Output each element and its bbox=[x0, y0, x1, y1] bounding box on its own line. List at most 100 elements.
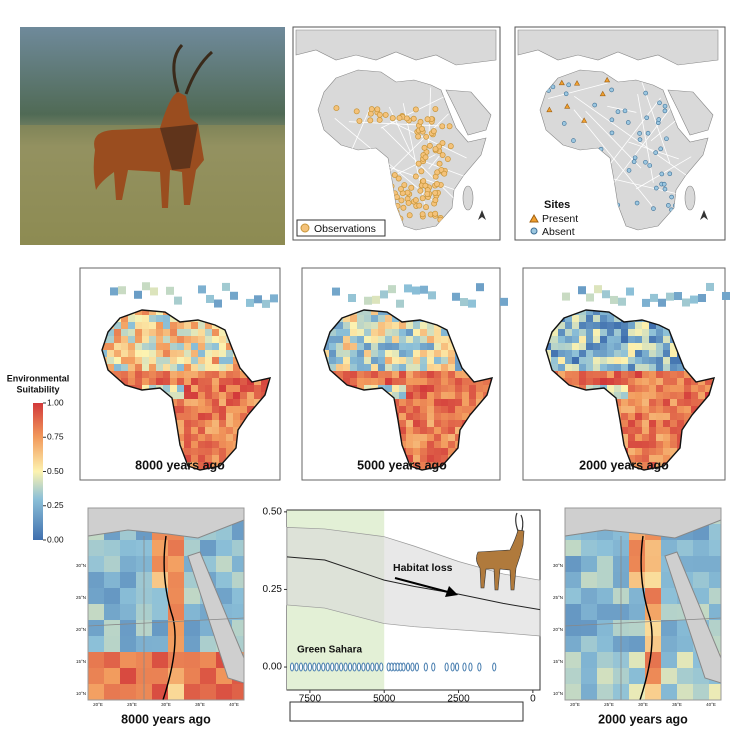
cell bbox=[226, 343, 233, 350]
cell bbox=[455, 371, 462, 378]
cell bbox=[661, 588, 677, 604]
cell bbox=[170, 329, 177, 336]
cell bbox=[357, 378, 364, 385]
cell bbox=[656, 427, 663, 434]
cell bbox=[233, 420, 240, 427]
observation bbox=[405, 200, 412, 206]
cell bbox=[120, 572, 136, 588]
cell bbox=[212, 420, 219, 427]
cell bbox=[230, 291, 238, 300]
cell bbox=[597, 652, 613, 668]
cell bbox=[572, 357, 579, 364]
cell bbox=[658, 298, 666, 307]
cell bbox=[226, 413, 233, 420]
cell bbox=[149, 378, 156, 385]
cell bbox=[682, 298, 690, 307]
observation bbox=[397, 186, 404, 192]
cell bbox=[184, 604, 200, 620]
cell bbox=[156, 371, 163, 378]
cell bbox=[600, 350, 607, 357]
cell bbox=[448, 441, 455, 448]
cell bbox=[128, 329, 135, 336]
cell bbox=[226, 420, 233, 427]
cell bbox=[152, 668, 168, 684]
cell bbox=[163, 385, 170, 392]
cell bbox=[621, 322, 628, 329]
cell bbox=[677, 399, 684, 406]
cell bbox=[104, 652, 120, 668]
cell bbox=[247, 378, 254, 385]
cell bbox=[642, 329, 649, 336]
occurrence bbox=[414, 662, 420, 672]
cell bbox=[371, 329, 378, 336]
cell bbox=[371, 336, 378, 343]
cell bbox=[649, 364, 656, 371]
cell bbox=[628, 413, 635, 420]
observation bbox=[408, 184, 415, 191]
cell bbox=[448, 357, 455, 364]
observation bbox=[426, 142, 433, 149]
cell bbox=[219, 392, 226, 399]
cell bbox=[343, 357, 350, 364]
cell bbox=[706, 282, 714, 291]
cell bbox=[420, 441, 427, 448]
cell bbox=[441, 406, 448, 413]
cell bbox=[656, 371, 663, 378]
cell bbox=[350, 336, 357, 343]
cell bbox=[205, 329, 212, 336]
cell bbox=[134, 290, 142, 299]
cell bbox=[149, 329, 156, 336]
cell bbox=[364, 296, 372, 305]
border bbox=[548, 82, 608, 99]
cell bbox=[177, 336, 184, 343]
cell bbox=[191, 322, 198, 329]
observation bbox=[367, 117, 374, 124]
cell bbox=[205, 378, 212, 385]
line bbox=[286, 556, 541, 611]
caption: 2000 years ago bbox=[598, 712, 688, 726]
cell bbox=[163, 357, 170, 364]
cell bbox=[200, 652, 216, 668]
cell bbox=[670, 371, 677, 378]
cell bbox=[420, 322, 427, 329]
cell bbox=[663, 357, 670, 364]
cell bbox=[135, 364, 142, 371]
cell bbox=[420, 350, 427, 357]
cell bbox=[216, 556, 232, 572]
cell bbox=[670, 378, 677, 385]
cell bbox=[168, 652, 184, 668]
cell bbox=[329, 357, 336, 364]
cell bbox=[336, 350, 343, 357]
occurrence bbox=[454, 662, 460, 672]
cell bbox=[88, 540, 104, 556]
cell bbox=[722, 291, 730, 300]
cell bbox=[392, 392, 399, 399]
cell bbox=[448, 427, 455, 434]
cell bbox=[254, 392, 261, 399]
cell bbox=[656, 462, 663, 469]
cell bbox=[586, 322, 593, 329]
cell bbox=[597, 668, 613, 684]
cell bbox=[593, 343, 600, 350]
cell bbox=[677, 668, 693, 684]
observation bbox=[410, 115, 417, 122]
cell bbox=[114, 350, 121, 357]
cell bbox=[628, 420, 635, 427]
cell bbox=[371, 378, 378, 385]
cell bbox=[200, 668, 216, 684]
cell bbox=[163, 329, 170, 336]
cell bbox=[240, 378, 247, 385]
cell bbox=[441, 399, 448, 406]
cell bbox=[104, 684, 120, 700]
cell bbox=[642, 336, 649, 343]
cell bbox=[593, 322, 600, 329]
cell bbox=[579, 336, 586, 343]
cell bbox=[240, 371, 247, 378]
cell bbox=[128, 364, 135, 371]
site-absent bbox=[662, 108, 668, 114]
cell bbox=[247, 399, 254, 406]
cell bbox=[121, 329, 128, 336]
cell bbox=[219, 427, 226, 434]
cell bbox=[233, 413, 240, 420]
cell bbox=[222, 282, 230, 291]
